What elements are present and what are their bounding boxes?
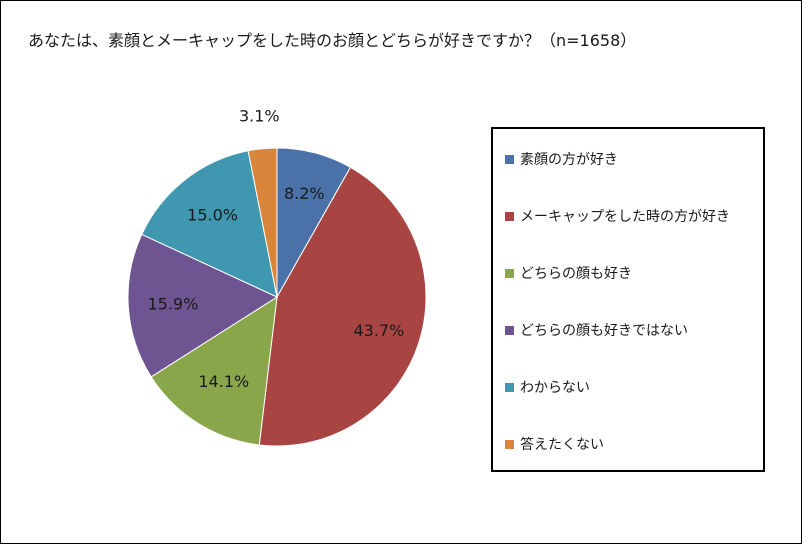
- legend-label-2: メーキャップをした時の方が好き: [520, 209, 730, 225]
- data-label-6: 3.1%: [239, 107, 280, 126]
- pie-slice-4: [127, 233, 279, 378]
- legend-swatch-5: [505, 382, 514, 392]
- pie-slice-3: [150, 296, 278, 446]
- legend-item-4: どちらの顔も好きではない: [505, 320, 688, 340]
- legend-label-3: どちらの顔も好き: [520, 266, 632, 282]
- legend-label-4: どちらの顔も好きではない: [520, 323, 688, 339]
- chart-title: あなたは、素顔とメーキャップをした時のお顔とどちらが好きですか？（n=1658）: [28, 31, 637, 50]
- legend-label-1: 素顔の方が好き: [520, 152, 618, 168]
- pie-slice-2: [258, 166, 427, 447]
- data-label-3: 14.1%: [198, 372, 249, 391]
- legend-swatch-6: [505, 439, 514, 449]
- legend-item-3: どちらの顔も好き: [505, 263, 632, 283]
- data-label-1: 8.2%: [284, 184, 325, 203]
- legend-item-5: わからない: [505, 377, 590, 397]
- legend-swatch-2: [505, 211, 514, 221]
- legend-swatch-1: [505, 154, 514, 164]
- pie-slice-5: [141, 150, 278, 298]
- legend-item-1: 素顔の方が好き: [505, 149, 618, 169]
- data-label-2: 43.7%: [353, 321, 404, 340]
- data-label-5: 15.0%: [187, 206, 238, 225]
- legend-swatch-3: [505, 268, 514, 278]
- data-label-4: 15.9%: [147, 294, 198, 313]
- legend-item-2: メーキャップをした時の方が好き: [505, 206, 730, 226]
- legend-label-6: 答えたくない: [520, 437, 604, 453]
- chart-legend: 素顔の方が好きメーキャップをした時の方が好き どちらの顔も好きどちらの顔も好きでは…: [491, 127, 765, 472]
- legend-label-5: わからない: [520, 380, 590, 396]
- legend-item-6: 答えたくない: [505, 434, 604, 454]
- legend-swatch-4: [505, 325, 514, 335]
- pie-slice-6: [247, 147, 278, 298]
